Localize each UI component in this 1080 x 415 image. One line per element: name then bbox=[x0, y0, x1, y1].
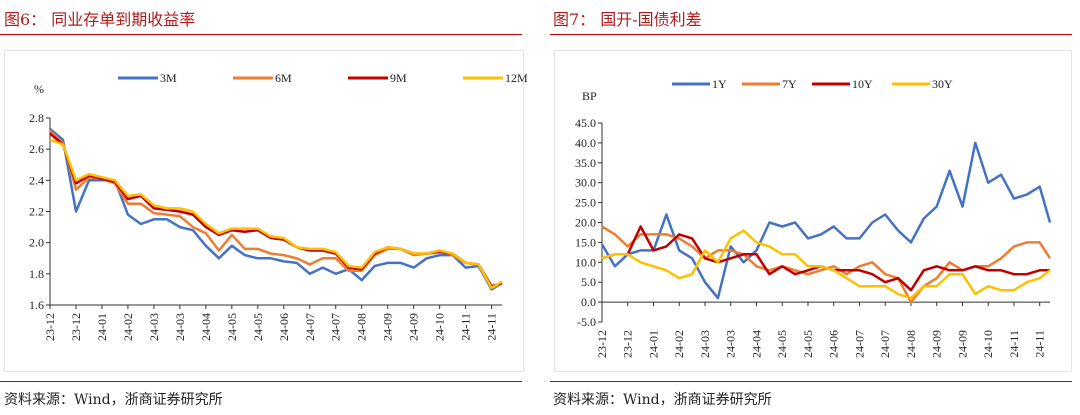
chart2-x-tick-label: 24-07 bbox=[852, 330, 866, 358]
chart2-y-tick-label: 0.0 bbox=[581, 295, 596, 309]
chart2-x-tick-label: 24-03 bbox=[698, 330, 712, 358]
chart1-series-12M bbox=[49, 138, 503, 290]
chart1-x-tick-label: 24-01 bbox=[95, 313, 109, 341]
chart2-y-tick-label: 20.0 bbox=[575, 216, 596, 230]
chart1-y-tick-label: 2.2 bbox=[29, 205, 44, 219]
chart2-legend-label-7Y: 7Y bbox=[782, 77, 797, 91]
chart2-x-tick-label: 24-09 bbox=[930, 330, 944, 358]
chart2-x-tick-label: 24-10 bbox=[981, 330, 995, 358]
chart1-x-tick-label: 24-11 bbox=[459, 313, 473, 341]
chart1-legend-label-3M: 3M bbox=[160, 71, 177, 85]
chart1-y-tick-label: 1.6 bbox=[29, 298, 44, 312]
right-chart-frame bbox=[554, 50, 1072, 372]
chart1-y-tick-label: 1.8 bbox=[29, 267, 44, 281]
chart2-y-unit: BP bbox=[582, 89, 597, 103]
chart2-y-tick-label: -5.0 bbox=[577, 315, 596, 329]
chart1-x-tick-label: 24-11 bbox=[485, 313, 499, 341]
left-source-rule bbox=[0, 381, 522, 382]
chart1-x-tick-label: 24-05 bbox=[251, 313, 265, 341]
chart2-x-tick-label: 24-11 bbox=[1033, 330, 1047, 358]
chart1-series-6M bbox=[49, 129, 503, 290]
right-title-rule bbox=[550, 34, 1072, 35]
chart2-x-tick-label: 24-11 bbox=[1007, 330, 1021, 358]
chart1-x-tick-label: 24-04 bbox=[199, 313, 213, 341]
chart1-y-tick-label: 2.4 bbox=[29, 173, 44, 187]
chart1-x-tick-label: 24-07 bbox=[329, 313, 343, 341]
chart1-x-tick-label: 23-12 bbox=[69, 313, 83, 341]
chart2-x-tick-label: 24-08 bbox=[904, 330, 918, 358]
chart1-x-tick-label: 24-10 bbox=[433, 313, 447, 341]
chart1-x-tick-label: 24-07 bbox=[303, 313, 317, 341]
left-source: 资料来源：Wind，浙商证券研究所 bbox=[4, 392, 223, 408]
chart1-legend-label-9M: 9M bbox=[390, 71, 407, 85]
chart2-y-tick-label: 40.0 bbox=[575, 136, 596, 150]
chart2-legend-label-10Y: 10Y bbox=[852, 77, 873, 91]
chart1-x-tick-label: 24-03 bbox=[147, 313, 161, 341]
chart1-y-unit: % bbox=[34, 82, 44, 96]
chart1-x-tick-label: 24-02 bbox=[121, 313, 135, 341]
left-figure-title: 图6： 同业存单到期收益率 bbox=[4, 10, 196, 29]
chart1-x-tick-label: 24-06 bbox=[277, 313, 291, 341]
chart2-y-tick-label: 30.0 bbox=[575, 176, 596, 190]
chart2-y-tick-label: 5.0 bbox=[581, 275, 596, 289]
chart1-x-tick-label: 24-09 bbox=[407, 313, 421, 341]
chart2-x-tick-label: 24-09 bbox=[955, 330, 969, 358]
right-source-rule bbox=[550, 381, 1072, 382]
chart2-series-1Y bbox=[600, 141, 1052, 300]
right-figure-title: 图7： 国开-国债利差 bbox=[553, 10, 702, 29]
chart2-x-tick-label: 24-05 bbox=[775, 330, 789, 358]
chart1-x-tick-label: 23-12 bbox=[43, 313, 57, 341]
chart2-x-tick-label: 24-07 bbox=[878, 330, 892, 358]
chart1-x-tick-label: 24-09 bbox=[381, 313, 395, 341]
chart2-x-tick-label: 24-04 bbox=[749, 330, 763, 358]
chart2-x-tick-label: 23-12 bbox=[621, 330, 635, 358]
chart1-x-tick-label: 24-05 bbox=[225, 313, 239, 341]
chart2-x-tick-label: 24-03 bbox=[724, 330, 738, 358]
chart1-legend-label-12M: 12M bbox=[505, 71, 528, 85]
chart1-legend-label-6M: 6M bbox=[275, 71, 292, 85]
chart1-y-tick-label: 2.6 bbox=[29, 142, 44, 156]
chart1-series-3M bbox=[49, 127, 503, 291]
chart2-x-tick-label: 24-06 bbox=[827, 330, 841, 358]
chart1-y-tick-label: 2.8 bbox=[29, 111, 44, 125]
chart2-x-tick-label: 24-05 bbox=[801, 330, 815, 358]
chart1-series-9M bbox=[49, 132, 503, 288]
chart2-series-30Y bbox=[601, 229, 1051, 300]
chart2-x-tick-label: 24-01 bbox=[646, 330, 660, 358]
chart1-y-tick-label: 2.0 bbox=[29, 236, 44, 250]
chart2-y-tick-label: 35.0 bbox=[575, 156, 596, 170]
chart2-y-tick-label: 15.0 bbox=[575, 235, 596, 249]
chart1-x-tick-label: 24-03 bbox=[173, 313, 187, 341]
chart2-y-tick-label: 45.0 bbox=[575, 116, 596, 130]
chart2-x-tick-label: 23-12 bbox=[595, 330, 609, 358]
left-chart-frame bbox=[4, 50, 524, 372]
chart2-legend-label-30Y: 30Y bbox=[932, 77, 953, 91]
right-source: 资料来源：Wind，浙商证券研究所 bbox=[553, 392, 772, 408]
chart1-x-tick-label: 24-08 bbox=[355, 313, 369, 341]
chart2-legend-label-1Y: 1Y bbox=[712, 77, 727, 91]
chart2-y-tick-label: 10.0 bbox=[575, 255, 596, 269]
left-title-rule bbox=[0, 34, 522, 35]
chart2-y-tick-label: 25.0 bbox=[575, 196, 596, 210]
chart2-x-tick-label: 24-02 bbox=[672, 330, 686, 358]
